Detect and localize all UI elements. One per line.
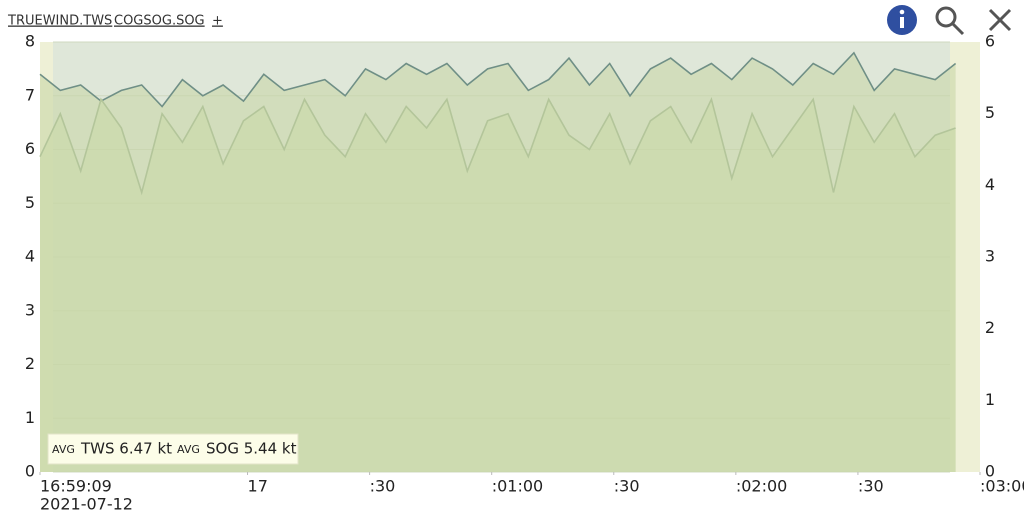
y2-tick-label: 0 — [985, 462, 995, 481]
legend-prefix: AVG — [177, 443, 200, 456]
y2-tick-label: 3 — [985, 247, 995, 266]
toolbar — [0, 0, 1024, 38]
y-tick-label: 1 — [25, 408, 35, 427]
legend: AVG TWS 6.47 kt AVG SOG 5.44 kt — [47, 433, 299, 465]
y-tick-label: 7 — [25, 85, 35, 104]
y2-tick-label: 2 — [985, 318, 995, 337]
x-tick-label: :02:00 — [736, 477, 788, 496]
series-line — [39, 51, 957, 108]
y2-tick-label: 5 — [985, 103, 995, 122]
series-link[interactable]: COGSOG.SOG — [114, 14, 205, 29]
series-link[interactable]: TRUEWIND.TWS — [7, 14, 112, 29]
legend-entry: TWS 6.47 kt — [80, 440, 172, 458]
zoom-button[interactable] — [935, 6, 965, 36]
x-tick-label: 17 — [248, 477, 268, 496]
legend-entry: SOG 5.44 kt — [206, 440, 297, 458]
area-fill — [40, 99, 956, 473]
y-tick-label: 4 — [25, 247, 35, 266]
plot — [39, 41, 957, 473]
x-tick-label: :03:00 — [980, 477, 1024, 496]
y2-tick-label: 1 — [985, 390, 995, 409]
series-line — [39, 96, 956, 196]
x-tick-label: :30 — [614, 477, 640, 496]
y-tick-label: 2 — [25, 354, 35, 373]
info-button[interactable] — [887, 5, 917, 35]
y-tick-label: 8 — [25, 32, 35, 51]
y2-tick-label: 6 — [985, 32, 995, 51]
legend-prefix: AVG — [52, 443, 75, 456]
x-tick-label: 16:59:09 — [40, 477, 112, 496]
y-tick-label: 0 — [25, 462, 35, 481]
y-tick-label: 5 — [25, 193, 35, 212]
add-link[interactable]: + — [212, 14, 223, 29]
close-button[interactable] — [988, 8, 1012, 32]
y-tick-label: 3 — [25, 300, 35, 319]
x-tick-label: :01:00 — [492, 477, 544, 496]
y2-tick-label: 4 — [985, 175, 995, 194]
x-tick-label: :30 — [370, 477, 396, 496]
x-date-label: 2021-07-12 — [40, 495, 133, 514]
y-tick-label: 6 — [25, 139, 35, 158]
x-tick-label: :30 — [858, 477, 884, 496]
